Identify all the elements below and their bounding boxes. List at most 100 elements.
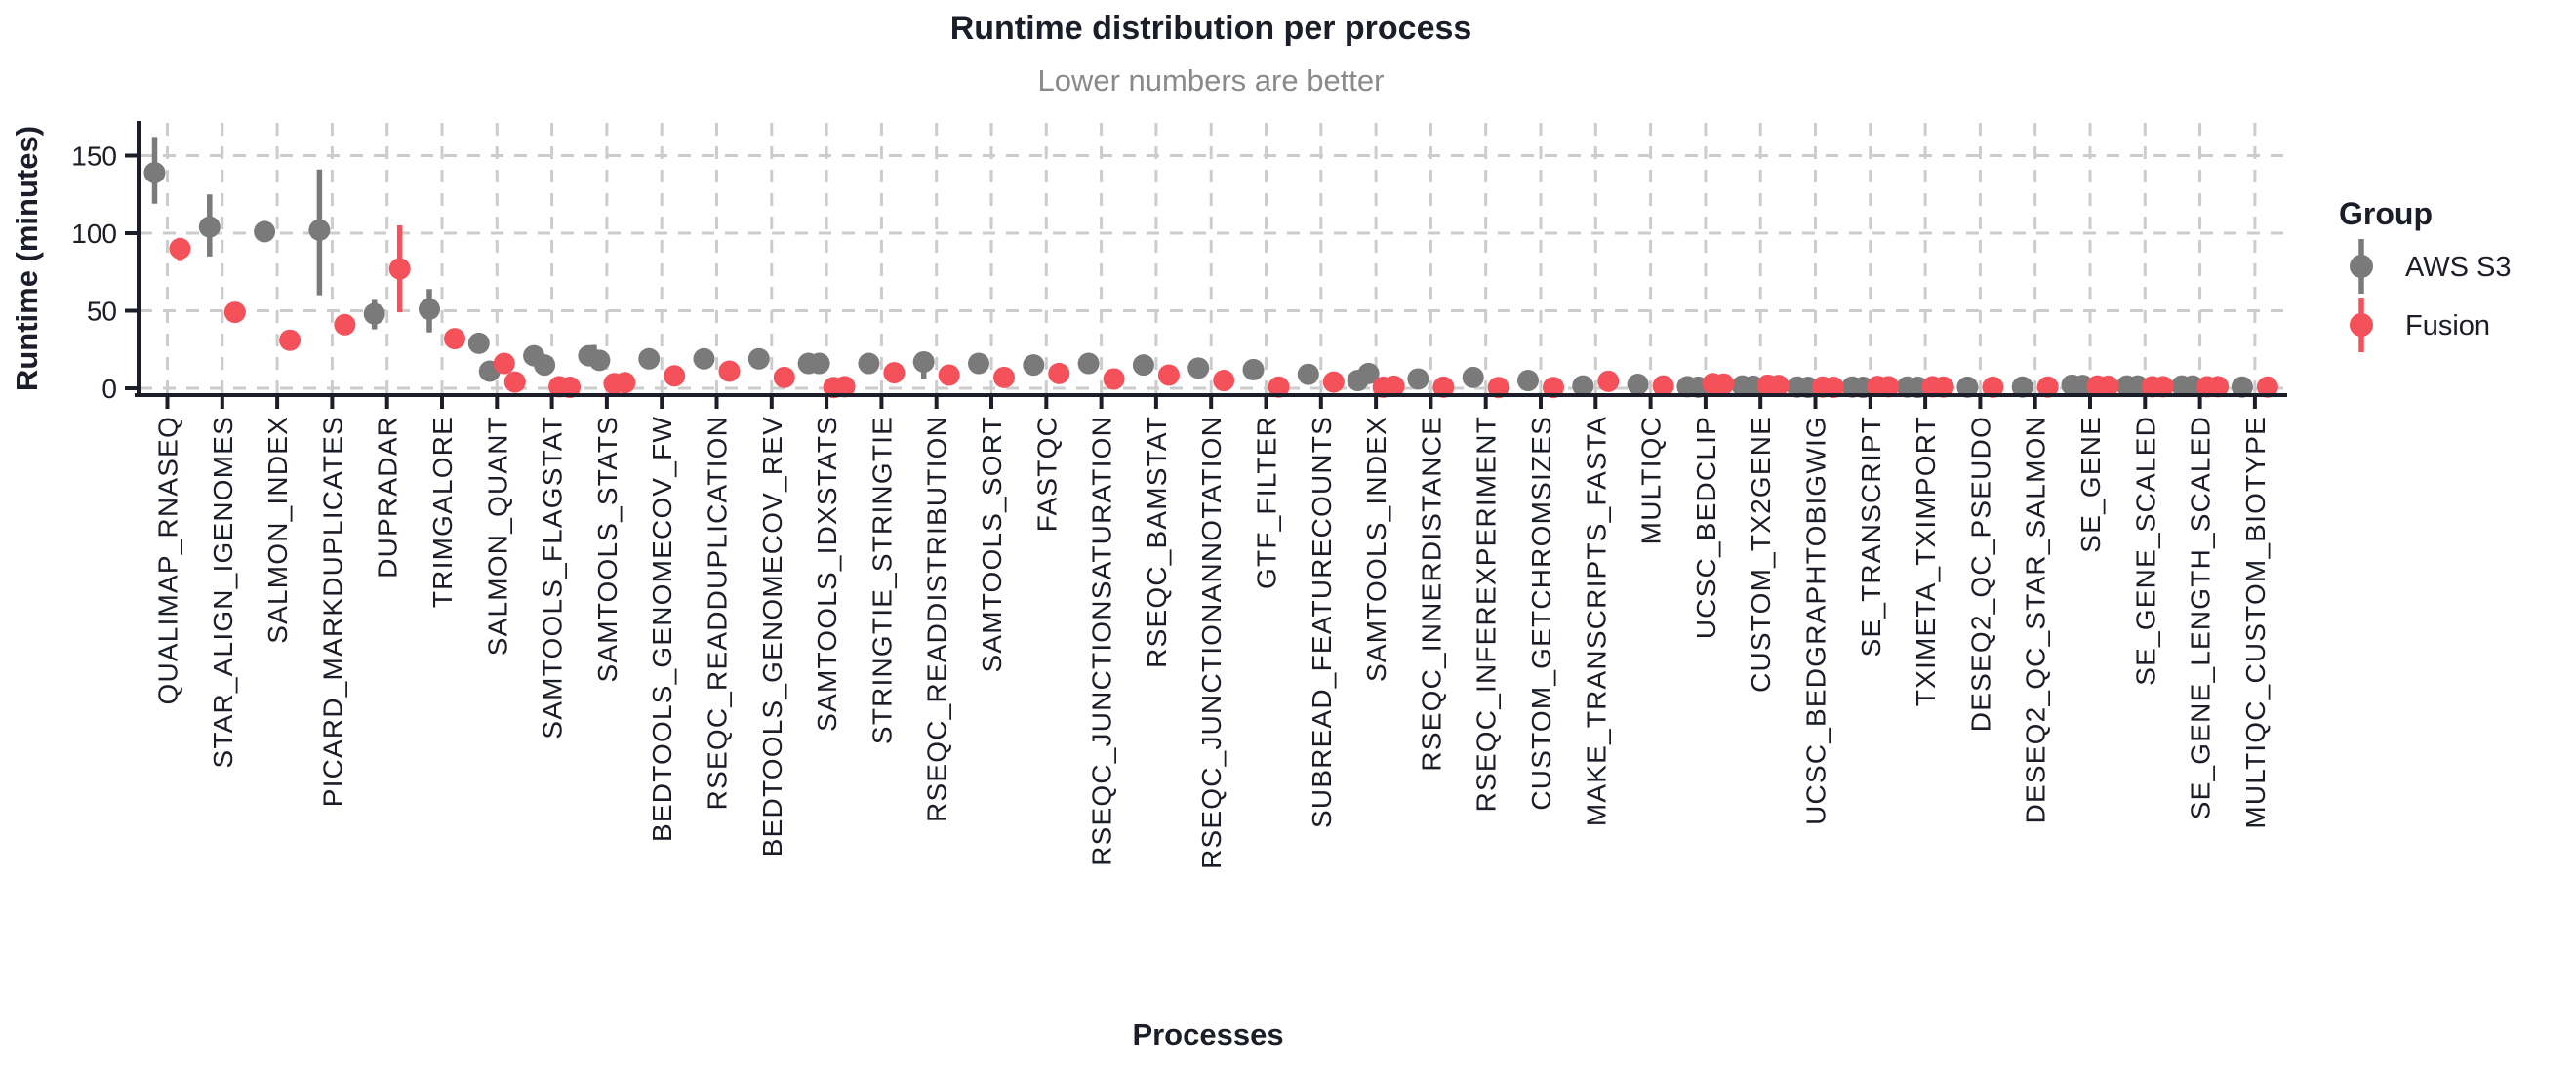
x-axis-tick-label: SALMON_INDEX (262, 416, 293, 644)
x-axis-tick-label: SALMON_QUANT (482, 416, 512, 656)
point-fusion (444, 328, 465, 350)
point-aws-s3 (1023, 354, 1045, 377)
x-axis-tick-label: STRINGTIE_STRINGTIE (866, 416, 897, 744)
point-fusion (1982, 376, 2004, 398)
point-fusion (1103, 368, 1125, 390)
point-aws-s3 (1462, 366, 1484, 388)
point-fusion (493, 352, 515, 375)
point-aws-s3 (419, 298, 440, 320)
point-aws-s3 (1627, 374, 1649, 396)
x-axis-title: Processes (1132, 1018, 1283, 1052)
x-axis-tick-label: RSEQC_BAMSTAT (1142, 416, 1172, 668)
x-axis-tick-label: QUALIMAP_RNASEQ (153, 416, 183, 705)
legend-item-fusion: Fusion (2350, 298, 2490, 352)
point-aws-s3 (2011, 376, 2033, 398)
point-fusion (883, 362, 906, 384)
x-axis-tick-label: SAMTOOLS_IDXSTATS (812, 416, 842, 732)
point-aws-s3 (1077, 352, 1100, 375)
point-fusion (388, 258, 411, 280)
point-aws-s3 (198, 216, 221, 238)
legend-label-fusion: Fusion (2405, 310, 2490, 341)
x-axis-tick-label: MULTIQC_CUSTOM_BIOTYPE (2240, 416, 2271, 829)
point-aws-s3 (534, 354, 556, 377)
point-fusion (2097, 375, 2119, 397)
y-axis-title: Runtime (minutes) (10, 126, 44, 391)
point-aws-s3 (912, 350, 935, 373)
point-aws-s3 (1242, 358, 1265, 380)
point-fusion (614, 372, 636, 394)
x-axis-tick-label: TXIMETA_TXIMPORT (1911, 416, 1941, 706)
point-aws-s3 (363, 302, 385, 325)
point-aws-s3 (308, 219, 331, 241)
point-fusion (664, 365, 686, 387)
point-fusion (993, 366, 1015, 388)
y-axis-ticks: 0 50 100 150 (71, 141, 138, 404)
point-fusion (1543, 377, 1564, 399)
point-fusion (1487, 377, 1509, 399)
point-aws-s3 (254, 220, 276, 243)
point-fusion (503, 371, 526, 393)
x-axis-tick-label: UCSC_BEDGRAPHTOBIGWIG (1801, 416, 1831, 825)
point-aws-s3 (858, 352, 880, 375)
x-axis-tick-label: CUSTOM_GETCHROMSIZES (1526, 416, 1556, 811)
point-fusion (1213, 370, 1235, 392)
point-fusion (279, 329, 302, 351)
point-fusion (2256, 376, 2278, 398)
legend-item-aws_s3: AWS S3 (2350, 239, 2512, 294)
point-aws-s3 (1132, 354, 1154, 377)
chart-title: Runtime distribution per process (950, 10, 1472, 47)
point-fusion (1823, 377, 1844, 399)
x-axis-tick-label: SUBREAD_FEATURECOUNTS (1307, 416, 1337, 828)
legend-label-aws_s3: AWS S3 (2405, 252, 2512, 283)
x-axis-tick-label: RSEQC_READDISTRIBUTION (922, 416, 952, 822)
x-axis-tick-label: RSEQC_JUNCTIONSATURATION (1087, 416, 1117, 866)
chart-subtitle: Lower numbers are better (1038, 63, 1385, 98)
point-aws-s3 (968, 352, 989, 375)
x-axis-tick-label: RSEQC_INFEREXPERIMENT (1471, 416, 1502, 812)
x-axis-tick-label: GTF_FILTER (1252, 416, 1282, 589)
x-axis-tick-label: UCSC_BEDCLIP (1691, 416, 1721, 639)
x-axis-tick-label: RSEQC_INNERDISTANCE (1416, 416, 1446, 772)
x-axis-ticks: QUALIMAP_RNASEQ STAR_ALIGN_IGENOMES SALMON… (153, 395, 2271, 869)
point-fusion (1932, 376, 1954, 398)
legend-glyph-dot-aws_s3 (2350, 255, 2373, 278)
point-fusion (334, 313, 356, 336)
point-aws-s3 (1187, 357, 1210, 379)
x-axis-tick-label: SAMTOOLS_STATS (592, 416, 623, 683)
y-axis-tick-label: 0 (101, 374, 117, 404)
point-fusion (2036, 376, 2059, 398)
point-aws-s3 (2231, 376, 2253, 398)
x-axis-tick-label: SE_GENE_SCALED (2130, 416, 2160, 686)
x-axis-tick-label: DESEQ2_QC_STAR_SALMON (2021, 416, 2051, 823)
legend: Group AWS S3 Fusion (2339, 196, 2512, 352)
legend-title: Group (2339, 196, 2433, 231)
point-fusion (1597, 370, 1620, 392)
x-axis-tick-label: SAMTOOLS_SORT (977, 416, 1007, 673)
x-axis-tick-label: SAMTOOLS_INDEX (1361, 416, 1391, 682)
point-fusion (718, 360, 741, 382)
x-axis-tick-label: DUPRADAR (373, 416, 403, 579)
point-fusion (1767, 375, 1790, 397)
point-fusion (1432, 376, 1455, 398)
point-fusion (1712, 373, 1735, 395)
point-aws-s3 (1297, 363, 1319, 385)
x-axis-tick-label: RSEQC_JUNCTIONANNOTATION (1196, 416, 1227, 869)
point-aws-s3 (808, 352, 830, 375)
legend-glyph-dot-fusion (2350, 313, 2373, 337)
point-aws-s3 (1517, 370, 1539, 392)
x-axis-tick-label: FASTQC (1031, 416, 1062, 532)
legend-items: AWS S3 Fusion (2350, 239, 2512, 352)
x-axis-tick-label: STAR_ALIGN_IGENOMES (208, 416, 238, 768)
point-aws-s3 (1956, 376, 1979, 398)
point-aws-s3 (143, 161, 166, 183)
x-axis-tick-label: PICARD_MARKDUPLICATES (317, 416, 347, 807)
y-axis-tick-label: 100 (71, 219, 117, 249)
point-fusion (1322, 371, 1345, 393)
point-fusion (1877, 376, 1900, 398)
point-fusion (1383, 375, 1405, 397)
point-aws-s3 (588, 349, 611, 372)
point-fusion (223, 301, 246, 324)
point-fusion (773, 366, 795, 388)
